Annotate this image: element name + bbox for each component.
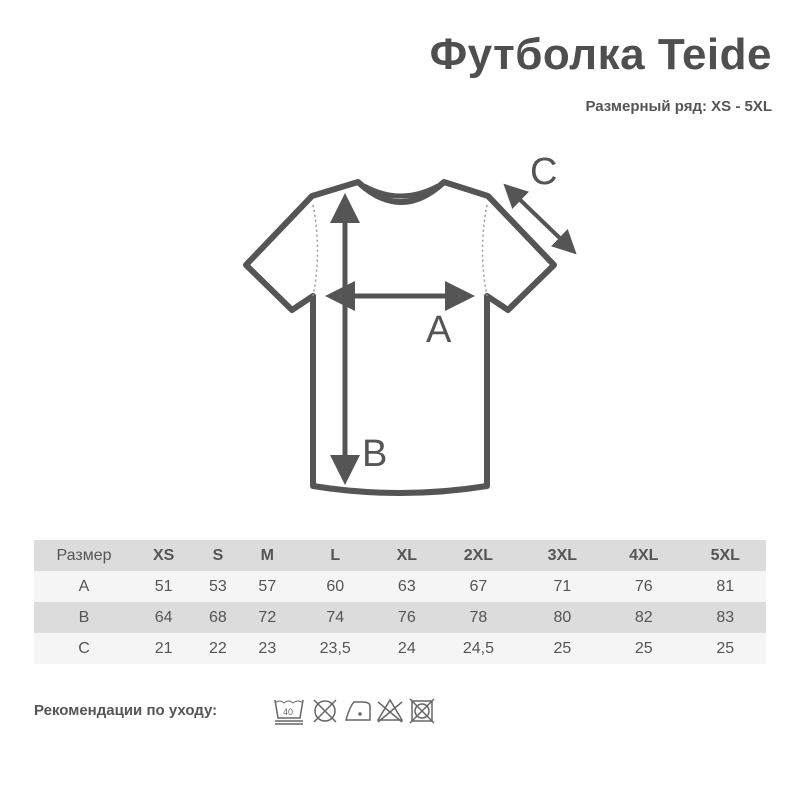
row-label-cell: C (34, 633, 134, 664)
header-cell: Размер (34, 540, 134, 571)
header-cell: 5XL (684, 540, 766, 571)
wash-40-icon: 40 (274, 699, 304, 725)
value-cell: 23 (242, 633, 293, 664)
care-icons: 40 (274, 698, 435, 725)
value-cell: 81 (684, 571, 766, 602)
no-dry-clean-icon (409, 698, 435, 724)
size-table: Размер XS S M L XL 2XL 3XL 4XL 5XL A 51 53… (34, 540, 766, 664)
value-cell: 25 (521, 633, 604, 664)
collar (362, 183, 440, 199)
no-tumble-dry-icon (313, 699, 337, 723)
header-cell: 4XL (603, 540, 685, 571)
header-cell: S (193, 540, 243, 571)
value-cell: 72 (242, 602, 293, 633)
label-b: B (362, 433, 387, 475)
value-cell: 67 (435, 571, 522, 602)
no-bleach-icon (376, 698, 404, 723)
row-label-cell: B (34, 602, 134, 633)
page-title: Футболка Teide (429, 30, 772, 79)
header-cell: L (292, 540, 379, 571)
svg-text:40: 40 (283, 707, 293, 717)
value-cell: 74 (292, 602, 379, 633)
value-cell: 76 (603, 571, 685, 602)
header-cell: XL (378, 540, 436, 571)
tshirt-diagram: A B C (243, 151, 577, 496)
label-a: A (426, 309, 452, 351)
value-cell: 80 (521, 602, 604, 633)
value-cell: 25 (603, 633, 685, 664)
iron-low-icon (345, 701, 371, 721)
value-cell: 24 (378, 633, 436, 664)
value-cell: 82 (603, 602, 685, 633)
care-label: Рекомендации по уходу: (34, 702, 218, 719)
row-label-cell: A (34, 571, 134, 602)
header-cell: M (242, 540, 293, 571)
value-cell: 22 (193, 633, 243, 664)
value-cell: 21 (134, 633, 194, 664)
size-range: Размерный ряд: XS - 5XL (585, 98, 772, 115)
value-cell: 71 (521, 571, 604, 602)
value-cell: 68 (193, 602, 243, 633)
value-cell: 53 (193, 571, 243, 602)
table-row: C 21 22 23 23,5 24 24,5 25 25 25 (34, 633, 766, 664)
value-cell: 51 (134, 571, 194, 602)
value-cell: 64 (134, 602, 194, 633)
value-cell: 76 (378, 602, 436, 633)
value-cell: 78 (435, 602, 522, 633)
header-cell: 3XL (521, 540, 604, 571)
table-row: A 51 53 57 60 63 67 71 76 81 (34, 571, 766, 602)
value-cell: 83 (684, 602, 766, 633)
table-row: B 64 68 72 74 76 78 80 82 83 (34, 602, 766, 633)
value-cell: 23,5 (292, 633, 379, 664)
value-cell: 57 (242, 571, 293, 602)
value-cell: 63 (378, 571, 436, 602)
label-c: C (530, 151, 557, 193)
header-cell: 2XL (435, 540, 522, 571)
header-cell: XS (134, 540, 194, 571)
value-cell: 60 (292, 571, 379, 602)
value-cell: 25 (684, 633, 766, 664)
tshirt-outline (243, 179, 557, 496)
table-header-row: Размер XS S M L XL 2XL 3XL 4XL 5XL (34, 540, 766, 571)
arrow-c (503, 183, 577, 255)
value-cell: 24,5 (435, 633, 522, 664)
